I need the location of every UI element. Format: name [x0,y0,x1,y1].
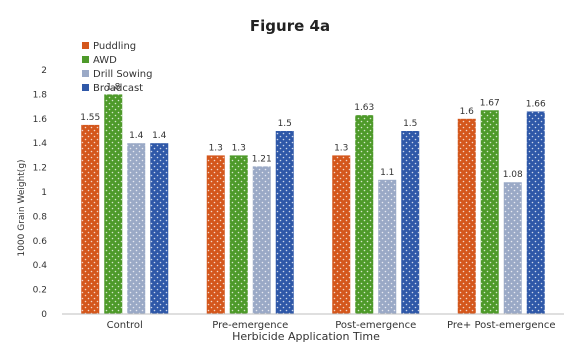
y-tick-label: 1.6 [33,115,48,125]
legend-swatch [82,42,89,49]
legend: Puddling AWD Drill Sowing Broadcast [82,41,152,94]
data-label: 1.4 [129,131,144,141]
data-label: 1.3 [209,143,223,153]
bar [526,111,545,314]
x-axis-ticks: Control Pre-emergence Post-emergence Pre+ P… [107,320,556,331]
legend-item: Drill Sowing [82,69,152,80]
bar-pattern [104,94,123,315]
legend-swatch [82,84,89,91]
bar [275,131,294,314]
bar [252,166,271,314]
y-tick-label: 0.4 [33,261,48,271]
bar [332,155,351,314]
bar [355,115,374,314]
y-axis-label: 1000 Grain Weight(g) [17,159,27,256]
y-tick-label: 1.8 [33,90,48,100]
data-label: 1.67 [480,98,500,108]
bar-pattern [206,155,225,314]
bar-pattern [81,124,100,315]
bar-pattern [355,115,374,314]
bar [127,143,146,314]
x-tick-label: Post-emergence [335,320,416,331]
y-tick-label: 0 [41,310,47,320]
bar-pattern [150,143,169,314]
bar [480,110,499,314]
bar-pattern [457,118,476,314]
y-tick-label: 1.2 [33,164,47,174]
chart-title: Figure 4a [250,17,330,35]
data-label: 1.21 [252,154,272,164]
y-axis-ticks: 0 0.2 0.4 0.6 0.8 1 1.2 1.4 1.6 1.8 2 [33,66,48,320]
data-label: 1.4 [152,131,167,141]
legend-swatch [82,70,89,77]
bar-pattern [503,182,522,314]
data-labels: 1.55 1.8 1.4 1.4 1.3 1.3 1.21 1.5 1.3 1.63 1.1 1.5 1… [80,82,546,180]
data-label: 1.1 [380,168,394,178]
legend-label: Drill Sowing [93,69,152,80]
legend-item: Puddling [82,41,136,52]
data-label: 1.5 [278,119,292,129]
data-label: 1.3 [232,143,246,153]
y-tick-label: 2 [41,66,47,76]
data-label: 1.3 [334,143,348,153]
y-tick-label: 1.4 [33,139,48,149]
x-axis-label: Herbicide Application Time [232,330,380,342]
bar [104,94,123,315]
y-tick-label: 1 [41,188,47,198]
data-label: 1.08 [503,170,523,180]
data-label: 1.8 [106,82,121,92]
data-label: 1.5 [403,119,417,129]
bar [81,124,100,315]
data-label: 1.6 [460,107,475,117]
bar-pattern [378,179,397,314]
bar-series-group [81,94,545,315]
legend-label: Broadcast [93,83,143,94]
bar-pattern [127,143,146,314]
bar [378,179,397,314]
y-tick-label: 0.2 [33,286,47,296]
bar [229,155,248,314]
legend-label: Puddling [93,41,136,52]
data-label: 1.66 [526,99,546,109]
y-tick-label: 0.6 [33,237,48,247]
legend-swatch [82,56,89,63]
bar-pattern [252,166,271,314]
bar [503,182,522,314]
legend-item: Broadcast [82,83,143,94]
bar [150,143,169,314]
bar-pattern [229,155,248,314]
bar [401,131,420,314]
x-tick-label: Control [107,320,143,331]
bar [206,155,225,314]
x-tick-label: Pre+ Post-emergence [447,320,555,331]
bar-pattern [480,110,499,314]
bar-pattern [526,111,545,314]
x-tick-label: Pre-emergence [212,320,288,331]
bar-pattern [332,155,351,314]
data-label: 1.55 [80,113,100,123]
legend-label: AWD [93,55,117,66]
legend-item: AWD [82,55,117,66]
bar [457,118,476,314]
data-label: 1.63 [354,103,374,113]
y-tick-label: 0.8 [33,212,48,222]
bar-pattern [401,131,420,314]
bar-pattern [275,131,294,314]
